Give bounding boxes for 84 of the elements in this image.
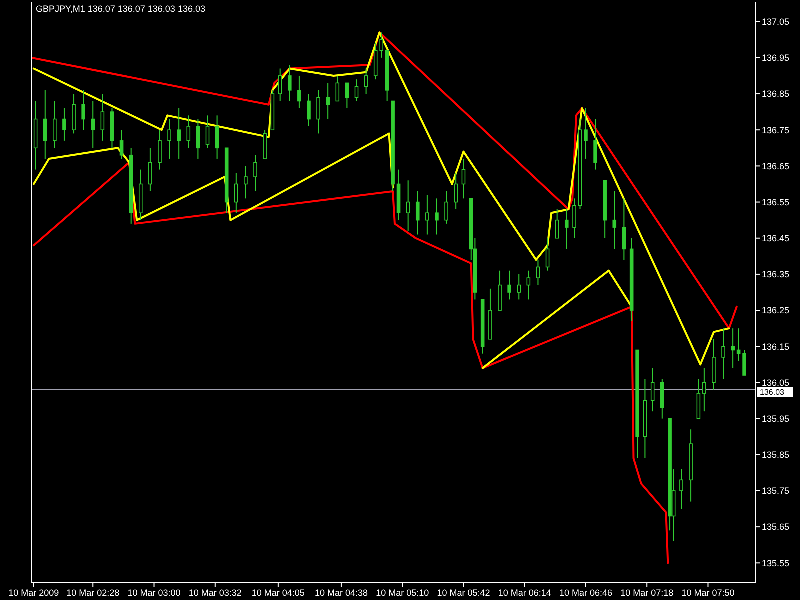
y-tick-label: 136.95 [762, 53, 790, 64]
y-tick-label: 136.75 [762, 125, 790, 136]
candlestick [43, 90, 48, 160]
candlestick [186, 115, 191, 149]
x-tick-label: 10 Mar 07:50 [682, 588, 735, 598]
line-series [32, 162, 670, 564]
candlestick [508, 270, 512, 300]
candlestick [731, 328, 735, 369]
candlestick [148, 148, 152, 192]
candlestick [336, 75, 340, 102]
candlestick [91, 100, 96, 149]
candlestick [584, 108, 588, 160]
candlestick [536, 260, 540, 286]
candlestick [555, 209, 560, 239]
candlestick [416, 190, 420, 236]
candlestick [215, 115, 220, 160]
y-tick-label: 135.65 [762, 522, 790, 532]
candlestick [278, 68, 282, 102]
x-tick-label: 10 Mar 05:10 [376, 588, 430, 598]
candlestick [517, 274, 522, 300]
x-tick-label: 10 Mar 06:46 [559, 588, 613, 598]
y-tick-label: 136.65 [762, 161, 790, 172]
candlestick [298, 75, 302, 109]
candlestick [546, 238, 550, 272]
candlestick [206, 115, 210, 149]
candlestick [612, 190, 617, 250]
candlestick [234, 172, 238, 214]
candlestick [354, 79, 359, 102]
candlestick [444, 190, 448, 224]
y-tick-label: 135.85 [762, 450, 790, 460]
x-tick-label: 10 Mar 04:05 [252, 588, 305, 598]
candlestick [158, 130, 162, 170]
y-tick-label: 135.55 [762, 558, 790, 568]
candlestick [316, 90, 320, 134]
candlestick [462, 158, 466, 200]
y-tick-label: 135.75 [762, 486, 790, 496]
y-tick-label: 136.35 [762, 270, 790, 280]
y-tick-label: 136.55 [762, 197, 790, 208]
y-tick-label: 137.05 [762, 17, 790, 27]
candlestick [406, 180, 410, 232]
candlestick [426, 194, 430, 236]
candlestick [526, 270, 531, 300]
candlestick [254, 154, 258, 192]
y-tick-label: 135.95 [762, 414, 790, 424]
candlestick [572, 198, 576, 239]
candlestick [435, 198, 439, 236]
x-tick-label: 10 Mar 2009 [8, 588, 60, 598]
x-tick-label: 10 Mar 04:38 [314, 588, 368, 598]
x-tick-label: 10 Mar 06:14 [498, 588, 552, 598]
candlestick [177, 108, 181, 160]
chart-title: GBPJPY,M1 136.07 136.07 136.03 136.03 [36, 4, 206, 14]
y-tick-label: 136.85 [762, 89, 790, 100]
y-tick-label: 136.25 [762, 306, 790, 316]
candlestick [564, 209, 569, 250]
candlestick [62, 108, 66, 142]
candlestick [82, 90, 86, 131]
candlestick [288, 64, 292, 102]
x-tick-label: 10 Mar 07:18 [620, 588, 674, 598]
candlestick [454, 172, 458, 210]
candlestick [100, 94, 105, 142]
candlestick [307, 94, 311, 127]
ref-line-label: 136.03 [760, 388, 786, 398]
candlestick [196, 118, 200, 160]
candlestick [702, 368, 706, 412]
candlestick [594, 118, 598, 170]
y-tick-label: 136.45 [762, 234, 790, 244]
candlestick [345, 82, 350, 109]
y-tick-label: 136.05 [762, 378, 790, 388]
candlestick [53, 100, 57, 149]
candlestick [326, 82, 330, 120]
candlestick [244, 166, 248, 200]
x-tick-label: 10 Mar 03:00 [128, 588, 181, 598]
x-tick-label: 10 Mar 03:32 [188, 588, 242, 598]
candlestick [742, 350, 746, 376]
candlestick [680, 468, 684, 510]
candlestick [120, 130, 124, 160]
y-tick-label: 136.15 [762, 342, 790, 352]
candlestick [168, 118, 172, 160]
x-tick-label: 10 Mar 02:28 [66, 588, 120, 598]
candlestick [722, 328, 726, 380]
candlestick [622, 198, 626, 261]
x-tick-label: 10 Mar 05:42 [437, 588, 490, 598]
candlestick [650, 368, 655, 412]
candlestick [364, 68, 368, 95]
